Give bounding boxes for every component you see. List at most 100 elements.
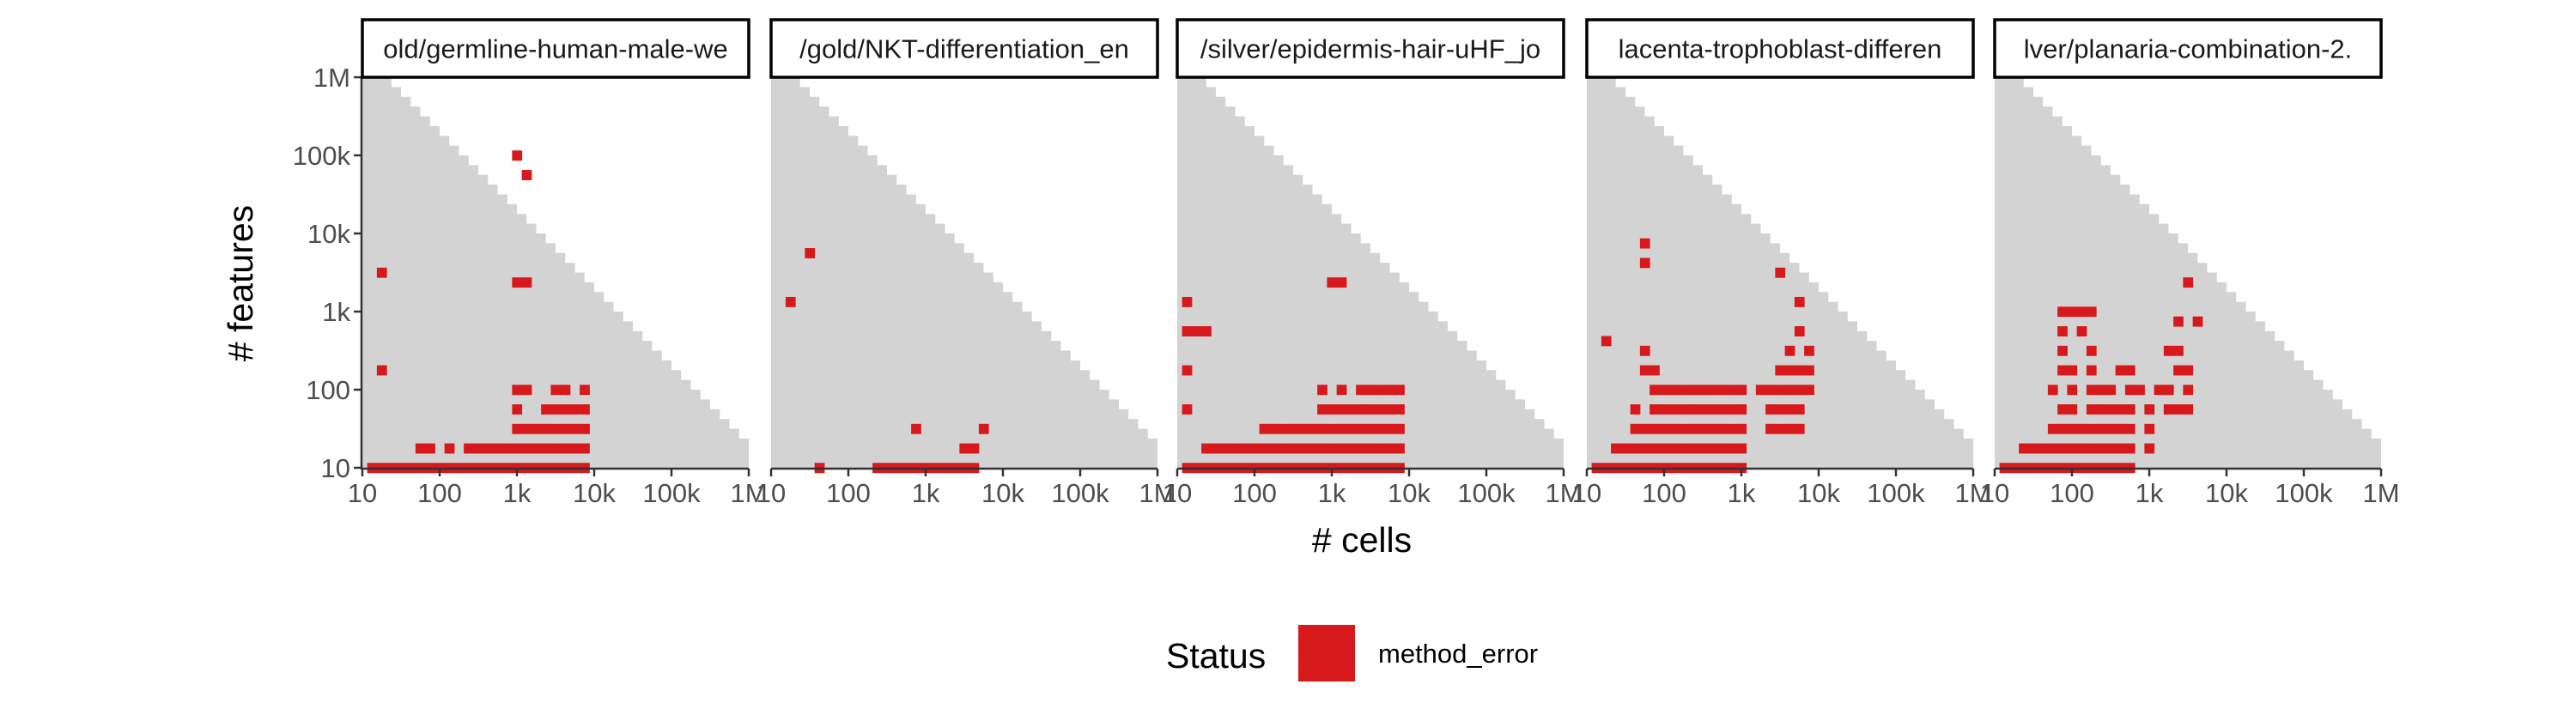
- facet-panel: 10 100 1k 10k 100k 1M/silver/epidermis-hair-u…: [1163, 18, 1583, 508]
- heatmap-cell-method-error: [2038, 443, 2049, 454]
- heatmap-cell-method-error: [2028, 443, 2039, 454]
- heatmap-cell-method-error: [1688, 443, 1698, 454]
- heatmap-cell-method-error: [1775, 267, 1786, 278]
- x-tick-label: 100: [1642, 478, 1686, 508]
- heatmap-cell-method-error: [2076, 423, 2087, 434]
- heatmap-cell-method-error: [512, 277, 523, 288]
- heatmap-cell-method-error: [1639, 238, 1650, 249]
- heatmap-cell-method-error: [1784, 385, 1795, 396]
- facet-strip: [1993, 18, 2383, 79]
- heatmap-cell-method-error: [2173, 404, 2184, 415]
- heatmap-cell-method-error: [2183, 365, 2194, 376]
- heatmap-cell-method-error: [550, 385, 562, 396]
- heatmap-cell-method-error: [1220, 443, 1231, 454]
- x-tick-label: 1M: [2362, 478, 2399, 508]
- heatmap-cell-method-error: [1365, 423, 1376, 434]
- facet-panel: 10 100 1k 10k 100k 1M lacenta-trophoblast-diff…: [1572, 18, 1992, 508]
- heatmap-cell-method-error: [1601, 336, 1612, 347]
- heatmap-cell-method-error: [1317, 443, 1327, 454]
- heatmap-cell-method-error: [1678, 385, 1689, 396]
- heatmap-cell-method-error: [1804, 345, 1814, 356]
- heatmap-cell-method-error: [1736, 423, 1747, 434]
- heatmap-cell-method-error: [1279, 423, 1289, 434]
- heatmap-cell-method-error: [1639, 423, 1650, 434]
- heatmap-cell-method-error: [1356, 404, 1366, 415]
- heatmap-cell-method-error: [1384, 423, 1395, 434]
- heatmap-cell-method-error: [425, 443, 435, 454]
- facet-panel: 10 100 1k 10k 100k 1M lver/planaria-combinatio…: [1980, 18, 2400, 508]
- heatmap-cell-method-error: [2057, 326, 2068, 336]
- heatmap-cell-method-error: [1775, 385, 1786, 396]
- facet-strip: [361, 18, 750, 79]
- heatmap-cell-method-error: [1649, 365, 1660, 376]
- heatmap-cell-method-error: [502, 443, 513, 454]
- heatmap-cell-method-error: [1794, 365, 1805, 376]
- heatmap-cell-method-error: [464, 443, 474, 454]
- x-tick-label: 100k: [2275, 478, 2333, 508]
- heatmap-cell-method-error: [1336, 404, 1347, 415]
- heatmap-cell-method-error: [1201, 326, 1212, 336]
- heatmap-cell-method-error: [1727, 404, 1737, 415]
- heatmap-cell-method-error: [541, 404, 551, 415]
- legend-swatch-method-error: [1298, 625, 1355, 682]
- heatmap-cell-method-error: [560, 443, 571, 454]
- heatmap-cell-method-error: [2115, 443, 2126, 454]
- heatmap-cell-method-error: [1384, 443, 1395, 454]
- heatmap-cell-method-error: [1639, 365, 1650, 376]
- heatmap-cell-method-error: [531, 423, 542, 434]
- facet-strip: [1176, 18, 1565, 79]
- heatmap-cell-method-error: [560, 423, 571, 434]
- heatmap-cell-method-error: [569, 443, 580, 454]
- x-axis-title: # cells: [1312, 520, 1412, 560]
- heatmap-cell-method-error: [1775, 423, 1786, 434]
- heatmap-cell-method-error: [2076, 306, 2087, 318]
- heatmap-cell-method-error: [1630, 404, 1641, 415]
- heatmap-cell-method-error: [1182, 404, 1193, 415]
- heatmap-cell-method-error: [1688, 423, 1698, 434]
- heatmap-cell-method-error: [2105, 443, 2117, 454]
- heatmap-cell-method-error: [1356, 385, 1366, 396]
- heatmap-cell-method-error: [1678, 404, 1689, 415]
- heatmap-cell-method-error: [2096, 404, 2106, 415]
- heatmap-cell-method-error: [1707, 443, 1718, 454]
- heatmap-cell-method-error: [1707, 404, 1718, 415]
- heatmap-cell-method-error: [1336, 443, 1347, 454]
- heatmap-cell-method-error: [1240, 443, 1250, 454]
- heatmap-cell-method-error: [1716, 404, 1728, 415]
- heatmap-cell-method-error: [1201, 443, 1212, 454]
- heatmap-cell-method-error: [1794, 326, 1805, 336]
- feasible-region-background: [362, 77, 749, 468]
- x-tick-label: 10k: [981, 478, 1024, 508]
- heatmap-cell-method-error: [1336, 277, 1347, 288]
- heatmap-cell-method-error: [1630, 443, 1641, 454]
- heatmap-cell-method-error: [1765, 385, 1776, 396]
- heatmap-cell-method-error: [2086, 443, 2097, 454]
- heatmap-cell-method-error: [1668, 443, 1680, 454]
- heatmap-cell-method-error: [785, 296, 796, 307]
- heatmap-cell-method-error: [1765, 423, 1776, 434]
- heatmap-cell-method-error: [1649, 423, 1660, 434]
- heatmap-cell-method-error: [911, 423, 921, 434]
- heatmap-cell-method-error: [492, 443, 503, 454]
- heatmap-cell-method-error: [512, 443, 523, 454]
- heatmap-cell-method-error: [1668, 385, 1680, 396]
- heatmap-cell-method-error: [1365, 404, 1376, 415]
- heatmap-cell-method-error: [2154, 385, 2165, 396]
- heatmap-cell-method-error: [521, 385, 532, 396]
- heatmap-cell-method-error: [1336, 385, 1347, 396]
- heatmap-cell-method-error: [1698, 385, 1709, 396]
- heatmap-cell-method-error: [2135, 385, 2145, 396]
- heatmap-cell-method-error: [541, 423, 551, 434]
- facet-strip-title: /gold/NKT-differentiation_en: [799, 34, 1129, 64]
- heatmap-cell-method-error: [1630, 423, 1641, 434]
- heatmap-cell-method-error: [2057, 443, 2068, 454]
- heatmap-cell-method-error: [1365, 385, 1376, 396]
- y-tick-label: 10k: [307, 219, 350, 249]
- heatmap-cell-method-error: [1678, 443, 1689, 454]
- heatmap-cell-method-error: [569, 404, 580, 415]
- heatmap-cell-method-error: [1346, 423, 1357, 434]
- heatmap-cell-method-error: [2124, 365, 2136, 376]
- heatmap-cell-method-error: [1394, 423, 1405, 434]
- heatmap-cell-method-error: [2173, 316, 2184, 327]
- heatmap-cell-method-error: [1336, 423, 1347, 434]
